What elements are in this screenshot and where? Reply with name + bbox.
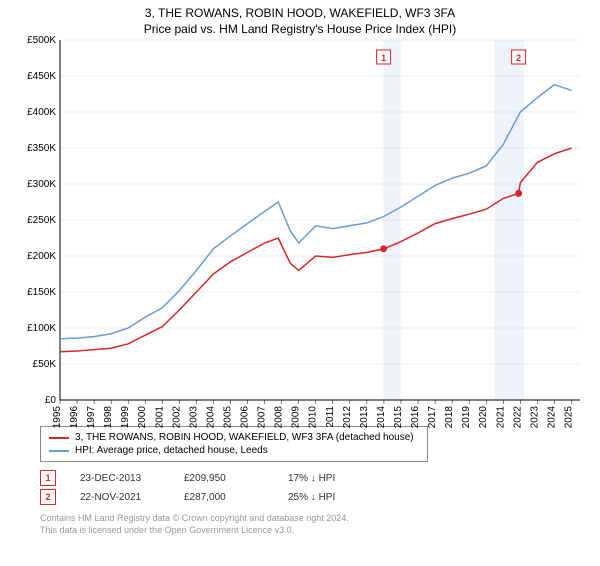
chart-title-line1: 3, THE ROWANS, ROBIN HOOD, WAKEFIELD, WF…	[0, 6, 600, 20]
svg-text:2007: 2007	[257, 406, 268, 429]
svg-text:£0: £0	[45, 395, 57, 406]
svg-text:1997: 1997	[86, 406, 97, 429]
sale-delta: 25% ↓ HPI	[288, 492, 368, 503]
chart-title-line2: Price paid vs. HM Land Registry's House …	[0, 22, 600, 36]
svg-text:£200K: £200K	[27, 251, 56, 262]
svg-text:2000: 2000	[137, 406, 148, 429]
svg-text:1995: 1995	[52, 406, 63, 429]
svg-text:2021: 2021	[495, 406, 506, 429]
svg-text:2025: 2025	[563, 406, 574, 429]
footer-line2: This data is licensed under the Open Gov…	[40, 525, 600, 537]
chart-svg: £0£50K£100K£150K£200K£250K£300K£350K£400…	[60, 40, 580, 400]
legend-box: 3, THE ROWANS, ROBIN HOOD, WAKEFIELD, WF…	[40, 426, 428, 462]
svg-text:2020: 2020	[478, 406, 489, 429]
svg-text:2010: 2010	[308, 406, 319, 429]
svg-text:2012: 2012	[342, 406, 353, 429]
svg-text:2003: 2003	[188, 406, 199, 429]
svg-text:2005: 2005	[222, 406, 233, 429]
svg-text:£300K: £300K	[27, 179, 56, 190]
sale-marker-box: 2	[40, 489, 56, 505]
legend-label: 3, THE ROWANS, ROBIN HOOD, WAKEFIELD, WF…	[75, 432, 414, 443]
svg-text:1: 1	[381, 53, 386, 63]
svg-text:1998: 1998	[103, 406, 114, 429]
legend-item: HPI: Average price, detached house, Leed…	[49, 444, 419, 457]
sale-date: 22-NOV-2021	[80, 492, 160, 503]
svg-text:£500K: £500K	[27, 35, 56, 46]
svg-text:2019: 2019	[461, 406, 472, 429]
footer-line1: Contains HM Land Registry data © Crown c…	[40, 513, 600, 525]
sales-table: 1 23-DEC-2013 £209,950 17% ↓ HPI 2 22-NOV-202…	[40, 470, 600, 505]
svg-text:1996: 1996	[69, 406, 80, 429]
svg-text:£450K: £450K	[27, 71, 56, 82]
svg-text:2018: 2018	[444, 406, 455, 429]
footer-attribution: Contains HM Land Registry data © Crown c…	[40, 513, 600, 536]
svg-text:2009: 2009	[291, 406, 302, 429]
sale-marker-box: 1	[40, 470, 56, 486]
svg-text:2024: 2024	[546, 406, 557, 429]
sales-row: 2 22-NOV-2021 £287,000 25% ↓ HPI	[40, 489, 600, 505]
svg-text:£100K: £100K	[27, 323, 56, 334]
svg-text:£350K: £350K	[27, 143, 56, 154]
svg-text:2001: 2001	[154, 406, 165, 429]
svg-text:2: 2	[516, 53, 521, 63]
legend-swatch	[49, 450, 69, 452]
sale-delta: 17% ↓ HPI	[288, 473, 368, 484]
sales-row: 1 23-DEC-2013 £209,950 17% ↓ HPI	[40, 470, 600, 486]
svg-text:£150K: £150K	[27, 287, 56, 298]
svg-text:2004: 2004	[205, 406, 216, 429]
sale-price: £287,000	[184, 492, 264, 503]
svg-text:2022: 2022	[512, 406, 523, 429]
svg-text:2014: 2014	[376, 406, 387, 429]
svg-text:£400K: £400K	[27, 107, 56, 118]
svg-text:2006: 2006	[240, 406, 251, 429]
svg-text:2017: 2017	[427, 406, 438, 429]
svg-text:1999: 1999	[120, 406, 131, 429]
sale-price: £209,950	[184, 473, 264, 484]
svg-text:2011: 2011	[325, 406, 336, 428]
svg-text:£250K: £250K	[27, 215, 56, 226]
chart-area: £0 £50K £100K £150K £200K £250K £300K £350K £400…	[20, 40, 580, 420]
sale-date: 23-DEC-2013	[80, 473, 160, 484]
svg-text:2015: 2015	[393, 406, 404, 429]
svg-text:2016: 2016	[410, 406, 421, 429]
legend-swatch	[49, 437, 69, 439]
chart-container: 3, THE ROWANS, ROBIN HOOD, WAKEFIELD, WF…	[0, 6, 600, 566]
svg-text:2013: 2013	[359, 406, 370, 429]
svg-text:2002: 2002	[171, 406, 182, 429]
svg-text:2008: 2008	[274, 406, 285, 429]
svg-text:2023: 2023	[529, 406, 540, 429]
legend-item: 3, THE ROWANS, ROBIN HOOD, WAKEFIELD, WF…	[49, 431, 419, 444]
legend-label: HPI: Average price, detached house, Leed…	[75, 445, 268, 456]
svg-text:£50K: £50K	[33, 359, 57, 370]
